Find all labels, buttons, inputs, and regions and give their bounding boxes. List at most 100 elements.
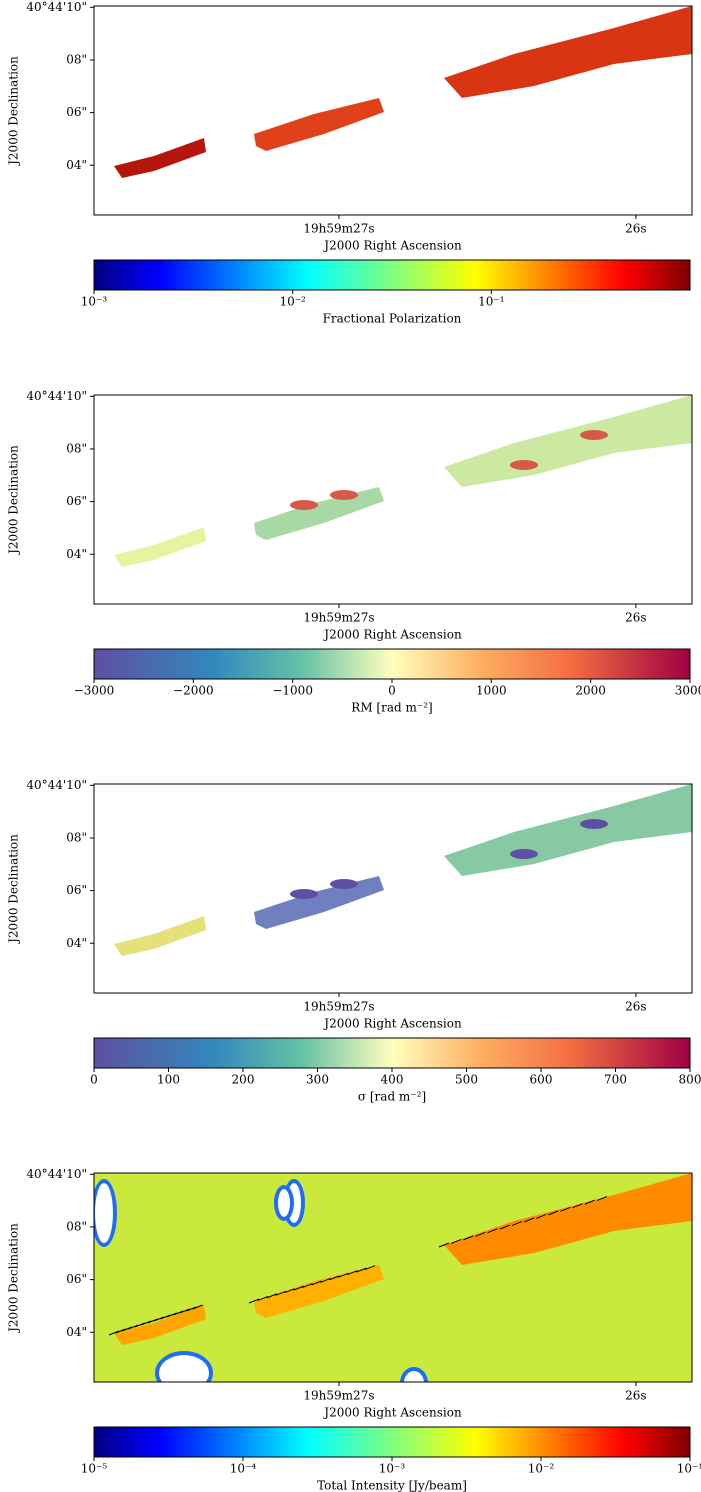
vector (548, 1210, 559, 1216)
y-axis-label: J2000 Declination (7, 834, 21, 945)
vector (511, 1221, 523, 1227)
vector (338, 1272, 349, 1278)
colorbar-tick-label: 200 (232, 1073, 255, 1087)
colorbar-tick-label: 700 (604, 1073, 627, 1087)
colorbar-tick-label: 10⁻² (528, 1462, 555, 1476)
vector (257, 1295, 269, 1301)
image (114, 395, 692, 567)
colorbar-tick-label: 2000 (575, 684, 606, 698)
y-axis-label: J2000 Declination (7, 445, 21, 556)
image (94, 1173, 692, 1382)
vector (596, 1196, 608, 1202)
emission (444, 1173, 692, 1265)
colorbar-tick-label: 10⁻¹ (677, 1462, 701, 1476)
colorbar-tick-label: 10⁻⁴ (230, 1462, 257, 1476)
emission (580, 430, 608, 440)
vector (584, 1199, 595, 1205)
vector (535, 1213, 547, 1219)
blank-region (95, 1183, 113, 1243)
colorbar-tick-label: 500 (455, 1073, 478, 1087)
colorbar-tick-label: 3000 (675, 684, 701, 698)
vector (438, 1242, 450, 1248)
panel: 19h59m27s 26s 40°44'10" 08" 06" 04" J2000 Righ… (7, 1167, 701, 1492)
colorbar-label: Fractional Polarization (323, 312, 462, 326)
y-tick-label: 06" (66, 494, 87, 508)
vector (266, 1293, 278, 1299)
vector (108, 1330, 120, 1336)
vector (134, 1322, 145, 1328)
vector (192, 1304, 203, 1310)
emission (254, 1265, 384, 1318)
vector (185, 1306, 197, 1312)
emission (254, 487, 384, 540)
colorbar-tick-label: −3000 (74, 684, 115, 698)
colorbar-tick-label: 100 (157, 1073, 180, 1087)
emission (444, 784, 692, 876)
y-tick-label: 40°44'10" (26, 1167, 87, 1181)
colorbar-tick-label: 0 (388, 684, 396, 698)
y-tick-label: 06" (66, 883, 87, 897)
emission (444, 6, 692, 98)
vector (329, 1275, 340, 1281)
colorbar-tick-label: −1000 (272, 684, 313, 698)
axes-frame (93, 783, 693, 994)
emission (510, 460, 538, 470)
vector (160, 1314, 171, 1320)
y-tick-label: 06" (66, 1272, 87, 1286)
colorbar-tick-label: 400 (381, 1073, 404, 1087)
vector (320, 1277, 331, 1283)
emission (510, 849, 538, 859)
x-tick-label: 26s (625, 1000, 646, 1014)
vector (450, 1238, 462, 1244)
x-tick-label: 19h59m27s (303, 1389, 374, 1403)
emission (114, 916, 206, 956)
axes-frame (93, 1172, 693, 1383)
colorbar (93, 1426, 691, 1458)
x-axis-label: J2000 Right Ascension (322, 1017, 462, 1031)
colorbar-tick-label: 10⁻² (279, 295, 306, 309)
vector (347, 1270, 358, 1276)
emission (330, 490, 358, 500)
x-tick-label: 19h59m27s (303, 222, 374, 236)
axes-frame (93, 5, 693, 216)
x-axis-label: J2000 Right Ascension (322, 628, 462, 642)
x-tick-label: 26s (625, 611, 646, 625)
colorbar-tick-label: 10⁻⁵ (81, 1462, 108, 1476)
image (114, 6, 692, 178)
y-tick-label: 08" (66, 1219, 87, 1233)
vector (173, 1310, 184, 1316)
colorbar-tick-label: 800 (679, 1073, 701, 1087)
y-axis-label: J2000 Declination (7, 1223, 21, 1334)
colorbar-tick-label: −2000 (173, 684, 214, 698)
y-tick-label: 06" (66, 105, 87, 119)
vector (311, 1280, 322, 1286)
vector (572, 1203, 583, 1209)
y-tick-label: 40°44'10" (26, 778, 87, 792)
vector (147, 1318, 158, 1324)
emission (330, 879, 358, 889)
vector (523, 1217, 535, 1223)
panel: 19h59m27s 26s 40°44'10" 08" 06" 04" J2000 Righ… (7, 778, 701, 1104)
colorbar-tick-label: 10⁻³ (81, 295, 108, 309)
y-tick-label: 04" (66, 936, 87, 950)
x-tick-label: 19h59m27s (303, 1000, 374, 1014)
blank-region (404, 1371, 424, 1382)
vector (121, 1326, 133, 1332)
vector (179, 1308, 190, 1314)
colorbar-tick-label: 10⁻¹ (478, 295, 504, 309)
vector (560, 1206, 571, 1212)
vector (153, 1316, 165, 1322)
y-tick-label: 08" (66, 441, 87, 455)
panel: 19h59m27s 26s 40°44'10" 08" 06" 04" J2000 Righ… (7, 389, 701, 715)
x-tick-label: 19h59m27s (303, 611, 374, 625)
emission (290, 889, 318, 899)
y-tick-label: 08" (66, 830, 87, 844)
vector (463, 1235, 474, 1241)
emission (254, 876, 384, 929)
emission (114, 527, 206, 567)
vector (499, 1224, 510, 1230)
colorbar-tick-label: 10⁻³ (379, 1462, 406, 1476)
emission (114, 1305, 206, 1345)
emission (114, 138, 206, 178)
